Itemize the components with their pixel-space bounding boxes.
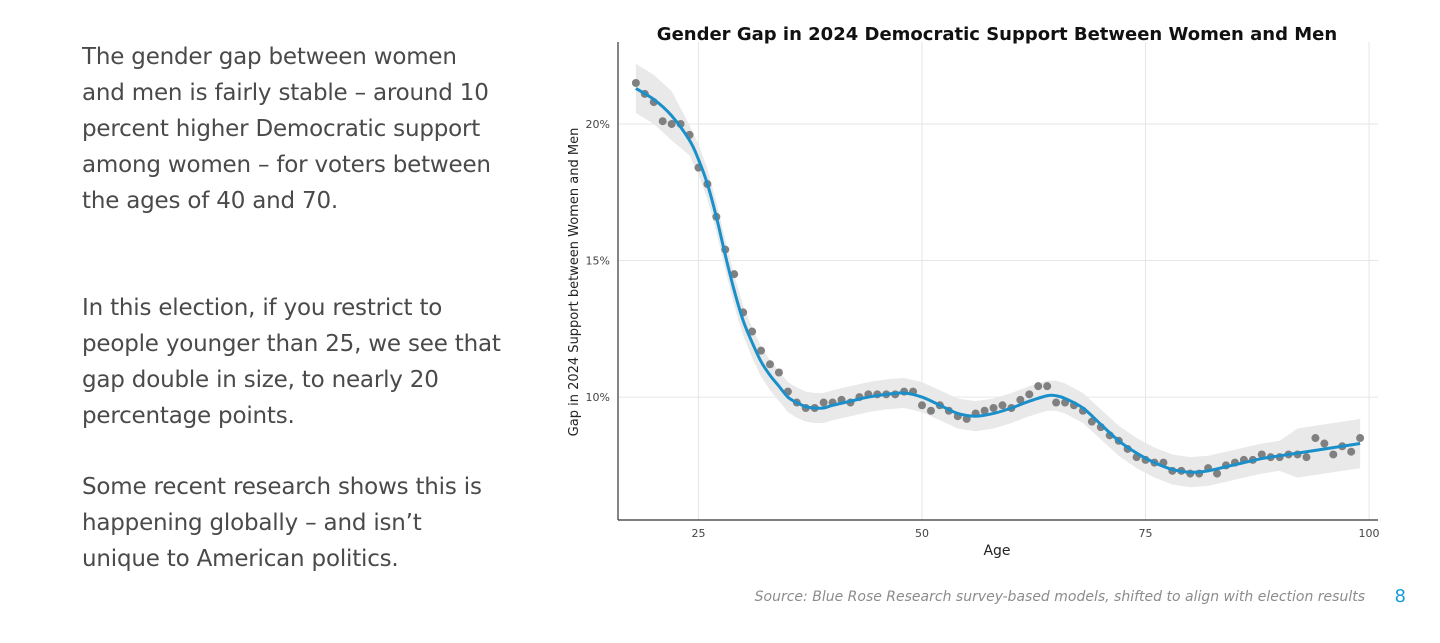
data-point (1016, 395, 1025, 404)
data-point (1347, 447, 1356, 456)
data-point (1302, 453, 1311, 462)
data-point (774, 368, 783, 377)
x-axis-label: Age (983, 543, 1010, 559)
data-point (766, 360, 774, 369)
x-tick-label-50: 50 (915, 527, 929, 540)
data-point (926, 406, 935, 415)
chart-grid (618, 42, 1378, 520)
data-point (631, 78, 640, 87)
data-point (998, 401, 1007, 410)
data-point (1213, 469, 1222, 478)
data-point (980, 406, 989, 415)
data-point (1025, 390, 1034, 399)
chart-background (540, 10, 1400, 575)
x-tick-label-75: 75 (1139, 527, 1153, 540)
y-axis-label: Gap in 2024 Support between Women and Me… (567, 128, 582, 437)
data-point (918, 401, 926, 410)
paragraph-younger-voters: In this election, if you restrict to peo… (82, 295, 501, 429)
data-point (730, 270, 739, 279)
x-tick-labels: 25 50 75 100 (691, 527, 1379, 540)
data-point (1043, 382, 1052, 391)
data-point (989, 404, 998, 413)
paragraph-global-research: Some recent research shows this is happe… (82, 474, 482, 572)
data-point (1052, 398, 1061, 407)
gender-gap-chart: 25 50 75 100 10% 15% 20% Gender Gap in 2024 D… (540, 10, 1400, 575)
y-tick-labels: 10% 15% 20% (586, 118, 610, 404)
data-point (1311, 434, 1320, 443)
source-note: Source: Blue Rose Research survey-based … (754, 589, 1365, 605)
smoothed-trend-line (635, 87, 1361, 474)
paragraph-gender-gap-stable: The gender gap between women and men is … (82, 44, 491, 214)
data-point (1356, 434, 1365, 443)
data-point (819, 398, 828, 407)
data-point (1257, 450, 1266, 459)
y-tick-label-15: 15% (586, 255, 610, 268)
data-point (1320, 439, 1329, 448)
x-tick-label-25: 25 (691, 527, 705, 540)
confidence-band (635, 63, 1361, 488)
page-number: 8 (1394, 586, 1406, 607)
data-point (1034, 382, 1043, 391)
y-tick-label-10: 10% (586, 391, 610, 404)
data-point (748, 327, 757, 336)
x-tick-label-100: 100 (1359, 527, 1380, 540)
data-point (667, 119, 676, 128)
y-tick-label-20: 20% (586, 118, 610, 131)
data-point (1329, 450, 1338, 459)
data-point (757, 346, 766, 355)
chart-title: Gender Gap in 2024 Democratic Support Be… (657, 24, 1337, 45)
data-point (658, 117, 667, 126)
